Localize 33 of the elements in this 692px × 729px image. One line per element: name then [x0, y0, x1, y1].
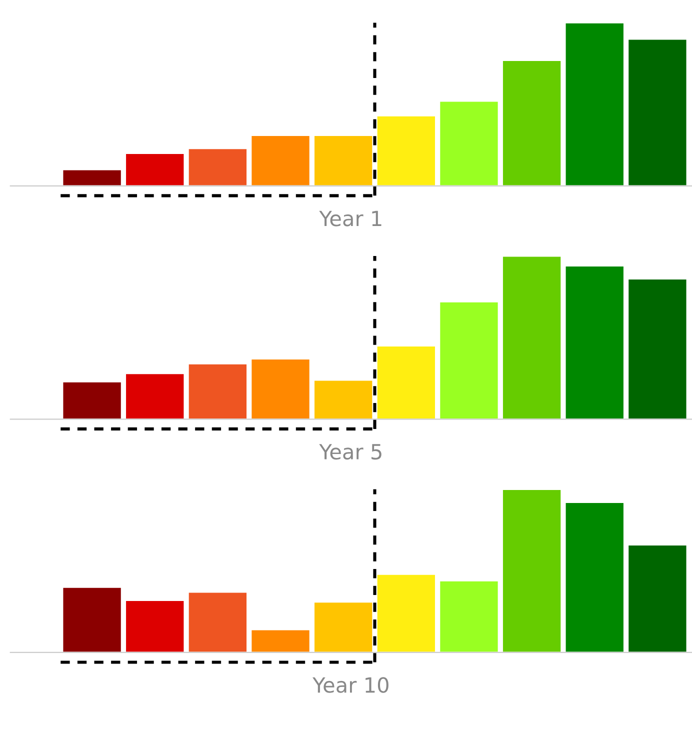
bar [187, 363, 248, 420]
x-axis-title: Year 10 [312, 677, 388, 693]
bar [62, 586, 122, 652]
bar [376, 573, 436, 652]
bar [564, 502, 625, 652]
bar [187, 591, 248, 652]
bar [564, 22, 625, 186]
x-axis-title: Year 1 [319, 210, 382, 226]
bar [124, 600, 186, 652]
bar [313, 601, 374, 652]
bar [564, 265, 625, 420]
x-axis-title: Year 5 [319, 444, 382, 460]
bar [438, 100, 500, 186]
bar [62, 168, 122, 186]
bar [250, 358, 311, 420]
bar [124, 372, 186, 420]
bar [250, 628, 311, 652]
bar [438, 580, 500, 652]
bar [627, 544, 688, 652]
bar [124, 152, 186, 186]
bar [376, 345, 436, 420]
bar [502, 488, 562, 652]
bar [313, 379, 374, 420]
bar [250, 134, 311, 186]
bar [438, 301, 500, 420]
bar [313, 134, 374, 186]
bar [62, 380, 122, 420]
bar [627, 38, 688, 186]
bar [502, 255, 562, 420]
bar [627, 278, 688, 420]
bar [187, 148, 248, 186]
bar [502, 60, 562, 186]
bar [376, 115, 436, 186]
